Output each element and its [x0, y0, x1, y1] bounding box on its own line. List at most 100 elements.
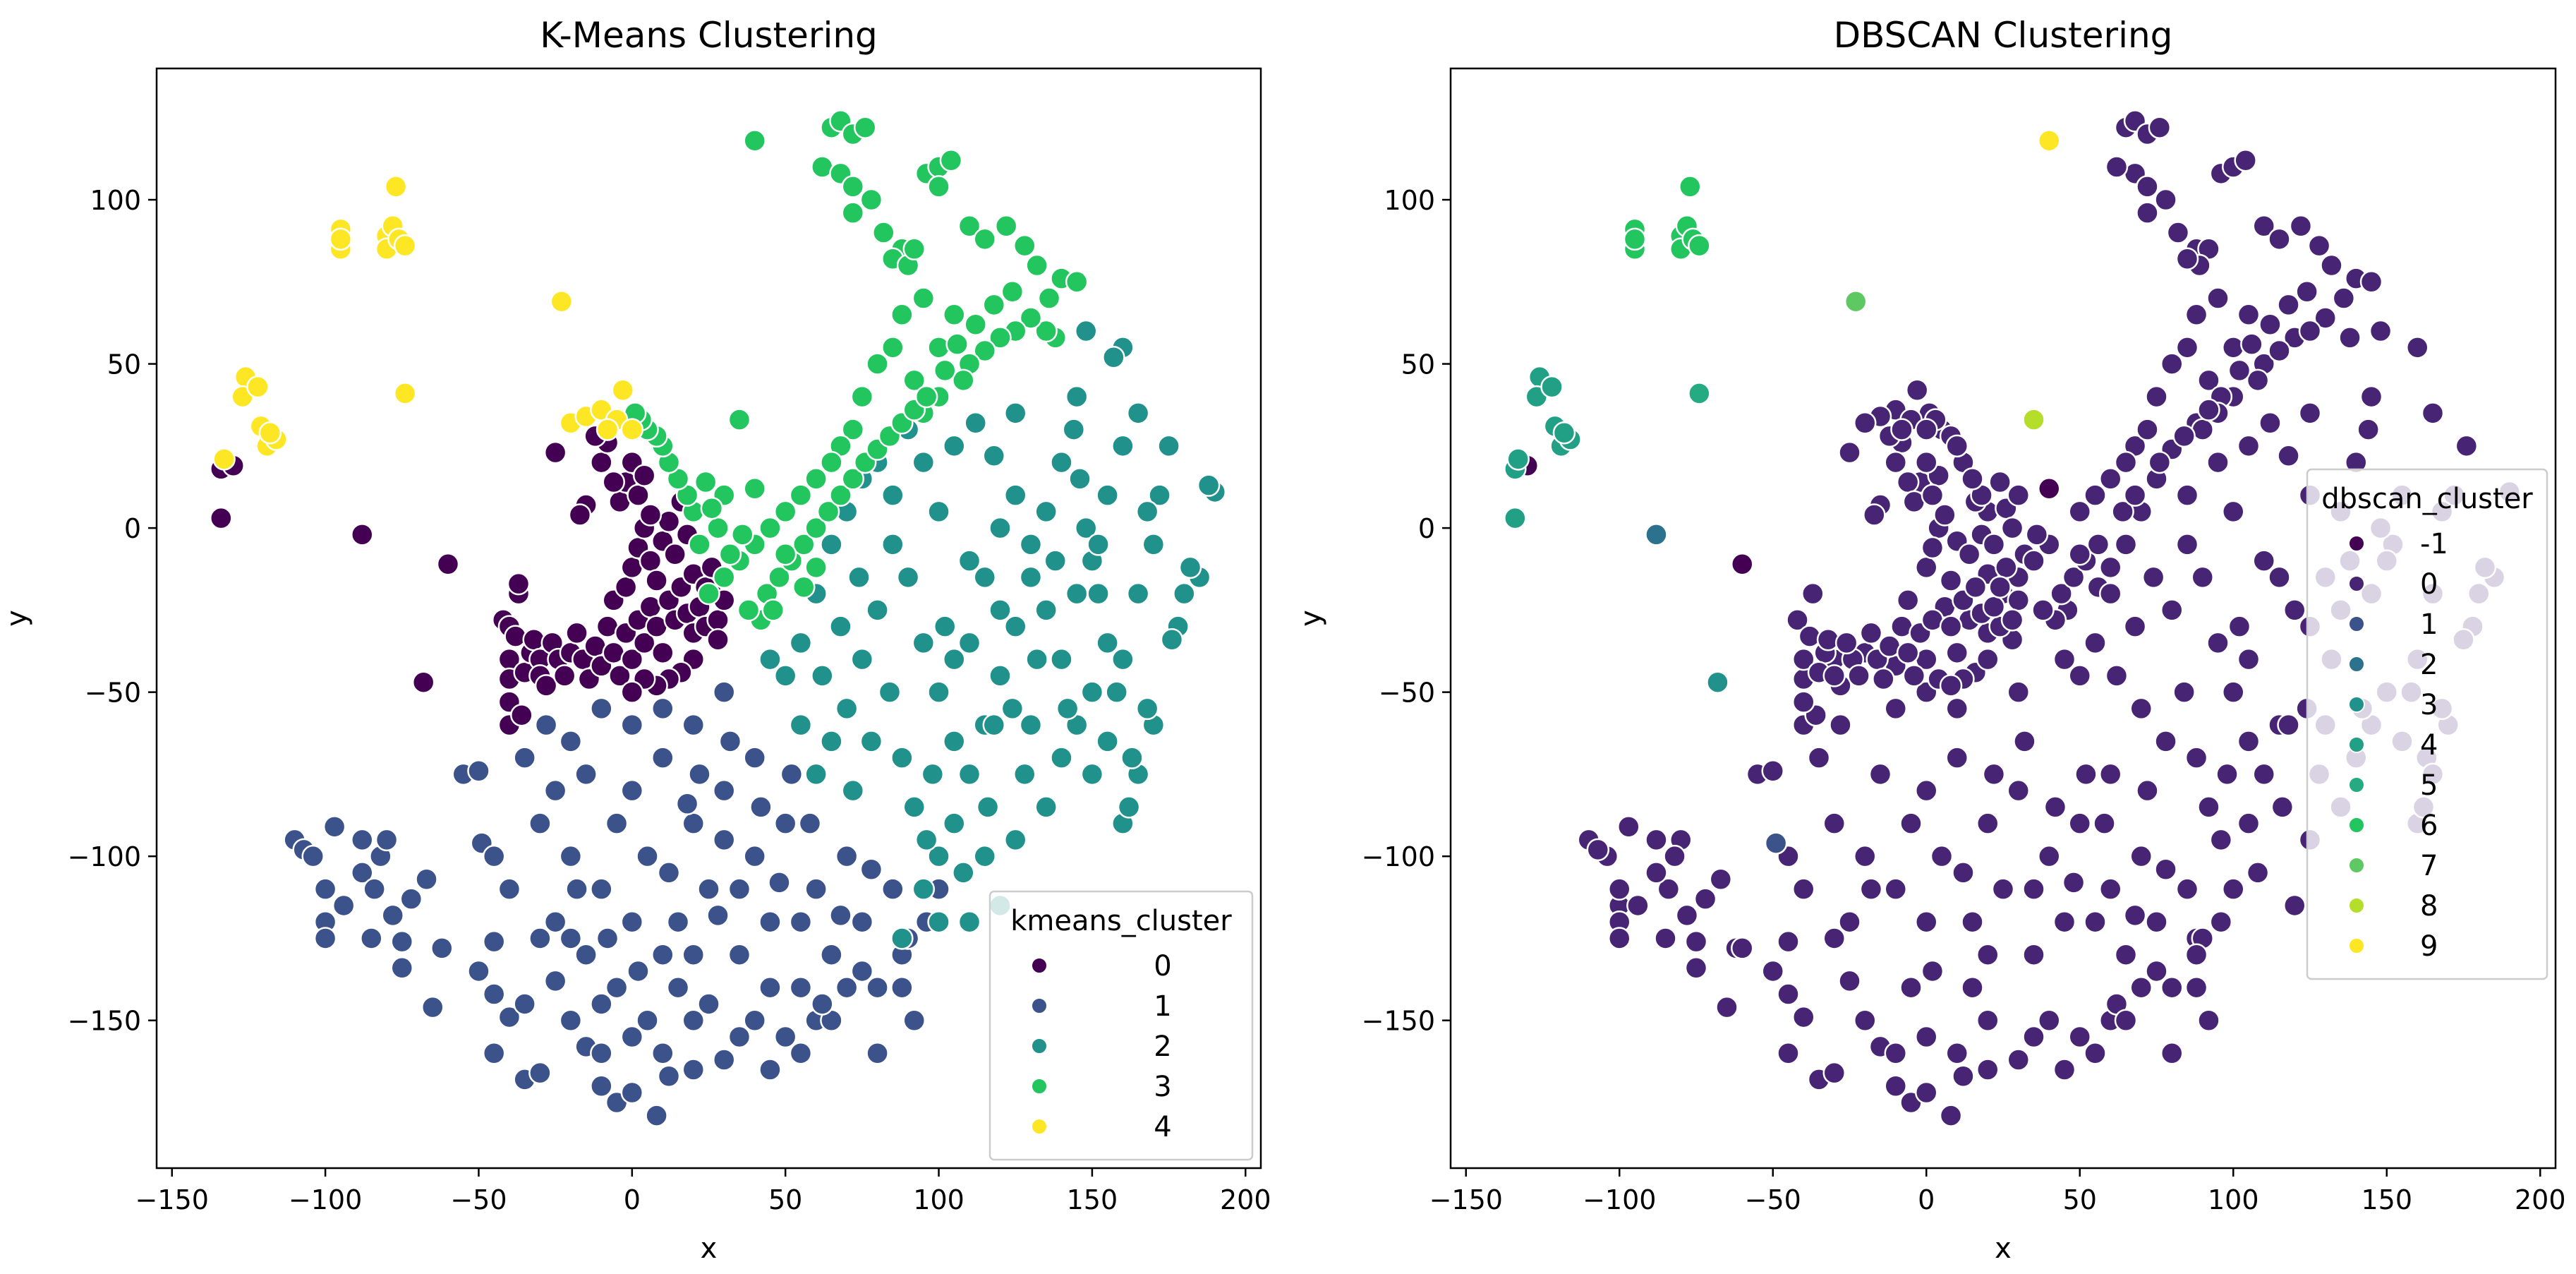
dbscan-legend-marker-5: [2348, 776, 2365, 793]
dbscan-point-cluster-0: [2043, 795, 2067, 819]
dbscan-point-cluster-0: [2277, 444, 2300, 468]
dbscan-point-cluster-0: [2258, 313, 2282, 337]
dbscan-point-cluster-2: [1645, 523, 1668, 546]
dbscan-point-cluster-0: [1896, 589, 1920, 612]
dbscan-point-cluster-0: [1645, 861, 1668, 884]
dbscan-point-cluster-0: [2099, 877, 2122, 901]
dbscan-point-cluster-0: [2166, 221, 2190, 244]
dbscan-point-cluster-6: [1679, 175, 1702, 198]
kmeans-point-cluster-1: [890, 975, 914, 999]
kmeans-point-cluster-3: [964, 313, 987, 337]
kmeans-point-cluster-1: [528, 927, 552, 950]
dbscan-point-cluster-0: [2227, 615, 2251, 638]
dbscan-point-cluster-0: [2175, 483, 2199, 507]
dbscan-point-cluster-0: [1982, 762, 2006, 786]
kmeans-point-cluster-3: [957, 214, 981, 238]
dbscan-point-cluster-0: [2237, 434, 2261, 458]
kmeans-points: [210, 109, 1227, 1127]
kmeans-point-cluster-2: [988, 516, 1012, 540]
kmeans-point-cluster-2: [1074, 319, 1098, 343]
dbscan-y-tick-label: 50: [1401, 349, 1435, 380]
kmeans-point-cluster-3: [694, 470, 718, 494]
kmeans-point-cluster-2: [927, 844, 950, 868]
dbscan-point-cluster-0: [2160, 599, 2184, 622]
dbscan-point-cluster-0: [1709, 867, 1733, 891]
kmeans-point-cluster-3: [761, 599, 785, 622]
dbscan-legend-marker-0: [2348, 575, 2365, 592]
kmeans-point-cluster-3: [943, 303, 966, 327]
kmeans-point-cluster-1: [727, 1025, 751, 1049]
kmeans-point-cluster-1: [467, 959, 490, 983]
dbscan-point-cluster-0: [1645, 828, 1668, 852]
dbscan-points: [1504, 109, 2521, 1127]
dbscan-point-cluster-0: [1884, 697, 1907, 721]
dbscan-point-cluster-0: [2160, 352, 2184, 375]
kmeans-point-cluster-1: [749, 795, 773, 819]
kmeans-point-cluster-3: [890, 303, 914, 327]
kmeans-point-cluster-1: [595, 927, 619, 950]
dbscan-point-cluster-0: [2145, 959, 2168, 983]
dbscan-point-cluster-0: [2277, 713, 2300, 737]
kmeans-point-cluster-2: [957, 762, 981, 786]
dbscan-point-cluster-0: [2191, 565, 2214, 589]
dbscan-point-cluster-0: [1731, 937, 1754, 960]
dbscan-point-cluster-0: [2268, 339, 2291, 363]
kmeans-point-cluster-1: [859, 858, 883, 882]
kmeans-point-cluster-2: [1157, 434, 1180, 458]
kmeans-legend-marker-0: [1031, 957, 1048, 974]
kmeans-point-cluster-3: [804, 516, 828, 540]
kmeans-point-cluster-3: [731, 523, 754, 546]
kmeans-point-cluster-1: [415, 867, 438, 891]
kmeans-point-cluster-2: [1050, 450, 1073, 474]
kmeans-point-cluster-0: [590, 450, 613, 474]
kmeans-point-cluster-1: [798, 812, 822, 835]
kmeans-point-cluster-3: [850, 385, 874, 409]
kmeans-point-cluster-3: [914, 385, 938, 409]
kmeans-point-cluster-1: [682, 1009, 706, 1032]
dbscan-point-cluster-0: [2252, 214, 2275, 238]
dbscan-point-cluster-0: [2114, 450, 2138, 474]
dbscan-point-cluster-9: [2038, 129, 2061, 152]
kmeans-point-cluster-1: [574, 943, 598, 966]
kmeans-point-cluster-2: [943, 812, 966, 835]
dbscan-point-cluster-0: [1663, 844, 1686, 868]
kmeans-point-cluster-4: [611, 378, 635, 402]
dbscan-point-cluster-0: [1854, 844, 1877, 868]
dbscan-point-cluster-0: [2175, 533, 2199, 556]
dbscan-point-cluster-0: [1884, 450, 1907, 474]
kmeans-point-cluster-2: [835, 697, 859, 721]
dbscan-point-cluster-0: [1847, 664, 1870, 687]
dbscan-point-cluster-0: [2172, 424, 2196, 448]
kmeans-point-cluster-1: [666, 910, 690, 934]
dbscan-point-cluster-0: [2129, 844, 2153, 868]
kmeans-point-cluster-4: [393, 382, 417, 405]
dbscan-legend-label-6: 6: [2420, 810, 2438, 842]
kmeans-point-cluster-1: [590, 992, 613, 1016]
dbscan-point-cluster-0: [1957, 543, 1981, 566]
dbscan-point-cluster-0: [2114, 533, 2138, 556]
dbscan-point-cluster-0: [1868, 762, 1892, 786]
dbscan-point-cluster-0: [2222, 500, 2245, 524]
dbscan-point-cluster-0: [2268, 227, 2291, 251]
dbscan-point-cluster-0: [2052, 1058, 2076, 1081]
dbscan-point-cluster-0: [1915, 1081, 1938, 1105]
dbscan-point-cluster-0: [1915, 555, 1938, 579]
dbscan-chart: DBSCAN Clustering−150 −100 −50 0 50 100 150 200…: [1295, 15, 2566, 1265]
dbscan-point-cluster-0: [2111, 500, 2134, 524]
dbscan-point-cluster-0: [1792, 877, 1815, 901]
dbscan-point-cluster-0: [2129, 975, 2153, 999]
dbscan-point-cluster-3: [1706, 671, 1729, 694]
kmeans-point-cluster-0: [351, 523, 374, 546]
kmeans-point-cluster-2: [1135, 500, 1159, 524]
kmeans-point-cluster-1: [820, 943, 843, 966]
dbscan-point-cluster-4: [1552, 421, 1576, 445]
dbscan-point-cluster-0: [2022, 943, 2045, 966]
kmeans-point-cluster-2: [1120, 746, 1144, 769]
dbscan-point-cluster-0: [1988, 470, 2012, 494]
kmeans-point-cluster-1: [605, 812, 629, 835]
kmeans-point-cluster-2: [1025, 647, 1048, 671]
dbscan-chart-title: DBSCAN Clustering: [1834, 15, 2173, 56]
kmeans-point-cluster-3: [792, 575, 816, 599]
kmeans-point-cluster-1: [313, 927, 337, 950]
kmeans-point-cluster-1: [758, 910, 782, 934]
